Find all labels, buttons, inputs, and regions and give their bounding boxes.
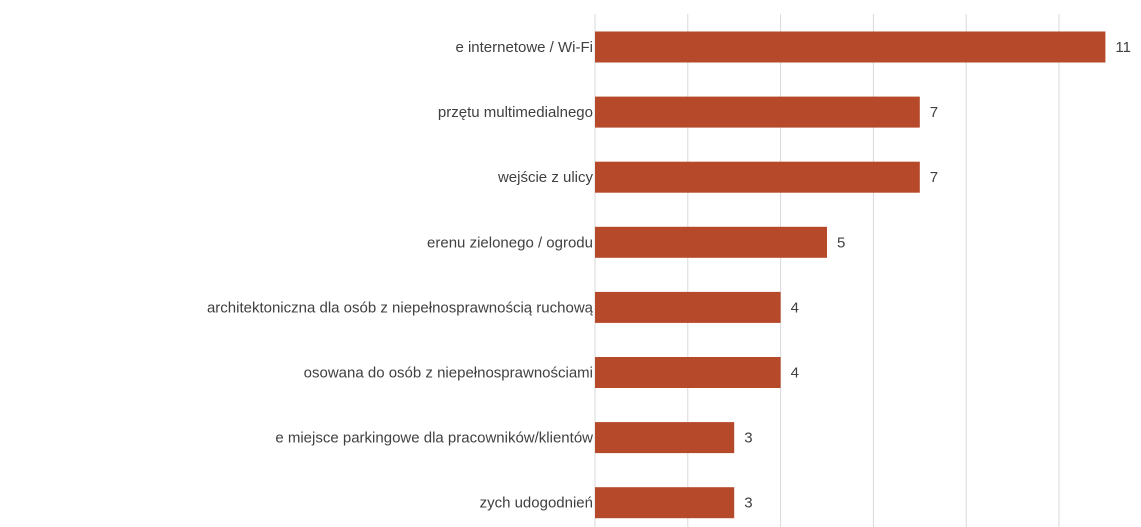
category-label: architektoniczna dla osób z niepełnospra…: [207, 299, 594, 316]
bar: [595, 487, 735, 519]
bar: [595, 161, 920, 193]
data-label: 11: [1115, 39, 1131, 56]
bar: [595, 31, 1106, 63]
category-labels: e internetowe / Wi-Fi przętu multimedialn…: [207, 39, 594, 512]
bar: [595, 96, 920, 128]
category-label: zych udogodnień: [480, 495, 593, 512]
category-label: erenu zielonego / ogrodu: [427, 234, 593, 251]
data-label: 7: [930, 169, 938, 186]
bar: [595, 357, 781, 388]
data-label: 7: [930, 104, 938, 121]
data-label: 4: [791, 365, 799, 382]
data-label: 3: [744, 430, 752, 447]
data-label: 3: [744, 495, 752, 512]
category-label: przętu multimedialnego: [438, 104, 593, 121]
bar: [595, 226, 827, 258]
category-label: osowana do osób z niepełnosprawnościami: [304, 365, 593, 382]
category-label: e miejsce parkingowe dla pracowników/kli…: [275, 430, 593, 447]
category-label: e internetowe / Wi-Fi: [455, 39, 593, 56]
data-label: 4: [791, 299, 799, 316]
category-label: wejście z ulicy: [497, 169, 594, 186]
data-labels: 11 7 7 5 4 4 3 3: [744, 39, 1131, 512]
data-label: 5: [837, 234, 845, 251]
bars: [595, 31, 1106, 519]
bar: [595, 291, 781, 323]
bar: [595, 422, 735, 454]
